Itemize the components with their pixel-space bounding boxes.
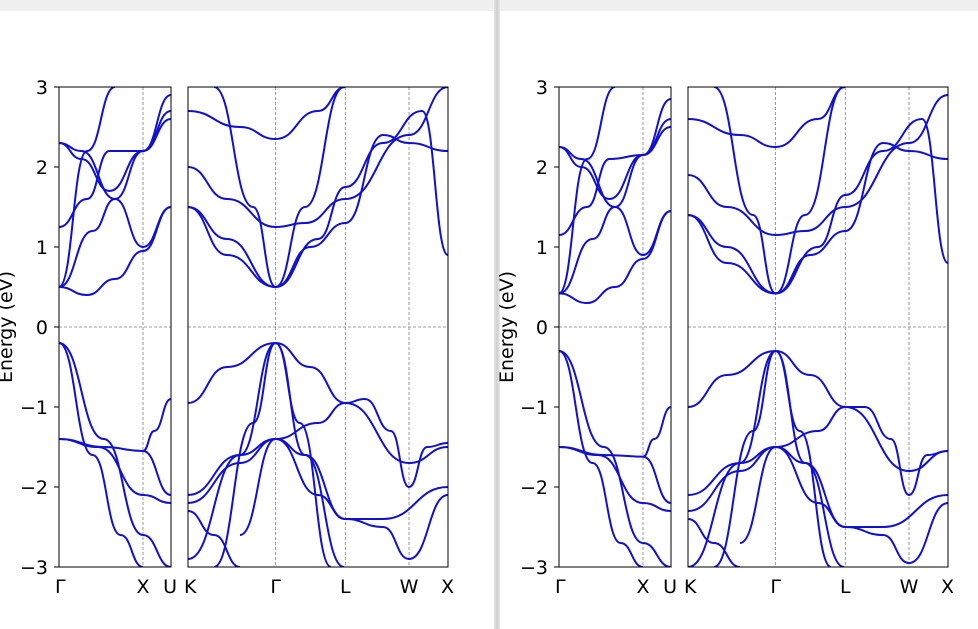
subplot-frame <box>187 86 449 568</box>
k-tick-label-Γ: Γ <box>55 576 66 598</box>
k-tick-label-X: X <box>941 576 954 598</box>
band-conduction-6 <box>59 87 116 288</box>
band-conduction-5 <box>213 87 345 289</box>
band-conduction-5 <box>59 94 171 193</box>
y-tick-label: 3 <box>36 77 48 99</box>
band-conduction-2 <box>188 109 448 289</box>
band-valence-4 <box>688 445 948 565</box>
k-tick-label-X: X <box>136 576 149 598</box>
band-valence-2 <box>559 350 644 567</box>
band-conduction-3 <box>688 94 948 237</box>
k-tick-label-L: L <box>340 576 351 598</box>
band-valence-6 <box>188 510 241 567</box>
band-conduction-1 <box>59 206 171 297</box>
k-tick-label-K: K <box>184 576 197 598</box>
band-valence-1 <box>59 342 171 567</box>
right-window-top-bar <box>500 0 978 11</box>
subplot-frame <box>687 86 949 568</box>
band-valence-5 <box>739 445 948 544</box>
y-tick-label: 0 <box>36 317 48 339</box>
band-valence-light-2 <box>713 349 832 567</box>
k-tick-label-W: W <box>400 576 419 598</box>
y-tick-label: −3 <box>20 557 48 579</box>
band-valence-3 <box>559 446 671 504</box>
band-valence-2 <box>59 342 144 567</box>
band-conduction-6 <box>559 87 616 295</box>
band-valence-5 <box>59 438 171 504</box>
band-valence-4 <box>142 398 171 452</box>
y-tick-label: 1 <box>536 237 548 259</box>
band-conduction-4 <box>59 142 171 249</box>
band-conduction-bottom <box>688 141 948 295</box>
band-valence-4 <box>642 406 671 458</box>
band-conduction-4 <box>688 87 846 149</box>
band-conduction-bottom <box>188 133 448 289</box>
k-tick-label-K: K <box>684 576 697 598</box>
y-tick-label: −1 <box>520 397 548 419</box>
band-valence-6 <box>688 518 741 567</box>
k-tick-label-X: X <box>441 576 454 598</box>
band-conduction-5 <box>713 87 845 295</box>
k-tick-label-X: X <box>636 576 649 598</box>
band-valence-5 <box>239 437 448 536</box>
band-conduction-4 <box>559 146 671 257</box>
k-tick-label-Γ: Γ <box>555 576 566 598</box>
bands <box>188 87 448 567</box>
band-conduction-3 <box>59 118 171 228</box>
band-conduction-4 <box>188 87 346 141</box>
subplot-frame <box>558 86 672 568</box>
bands <box>559 87 671 567</box>
y-tick-label: 1 <box>36 237 48 259</box>
y-tick-label: 2 <box>536 157 548 179</box>
k-tick-label-Γ: Γ <box>270 576 281 598</box>
bands <box>59 87 171 567</box>
y-tick-label: 0 <box>536 317 548 339</box>
y-tick-label: 2 <box>36 157 48 179</box>
band-valence-3 <box>59 438 171 496</box>
y-axis-label: Energy (eV) <box>496 271 518 383</box>
k-tick-label-W: W <box>900 576 919 598</box>
band-valence-heavy <box>688 405 948 496</box>
band-valence-light-2 <box>213 341 332 567</box>
k-tick-label-U: U <box>163 576 177 598</box>
band-valence-heavy <box>188 401 448 496</box>
bands <box>688 87 948 567</box>
y-tick-label: 3 <box>536 77 548 99</box>
band-valence-top-b <box>845 406 948 497</box>
k-tick-label-Γ: Γ <box>770 576 781 598</box>
band-conduction-5 <box>559 98 671 201</box>
band-valence-1 <box>559 350 671 567</box>
k-tick-label-U: U <box>663 576 677 598</box>
band-valence-top-b <box>345 397 448 489</box>
band-valence-4 <box>188 437 448 561</box>
y-tick-label: −3 <box>520 557 548 579</box>
window-divider[interactable] <box>494 0 500 629</box>
band-valence-5 <box>559 446 671 512</box>
band-conduction-3 <box>188 87 448 229</box>
left-window-top-bar <box>0 0 494 11</box>
band-conduction-3 <box>559 126 671 236</box>
y-tick-label: −1 <box>20 397 48 419</box>
y-tick-label: −2 <box>520 477 548 499</box>
y-tick-label: −2 <box>20 477 48 499</box>
k-tick-label-L: L <box>840 576 851 598</box>
band-conduction-2 <box>688 117 948 295</box>
subplot-frame <box>58 86 172 568</box>
y-axis-label: Energy (eV) <box>0 271 17 383</box>
band-conduction-1 <box>559 210 671 305</box>
